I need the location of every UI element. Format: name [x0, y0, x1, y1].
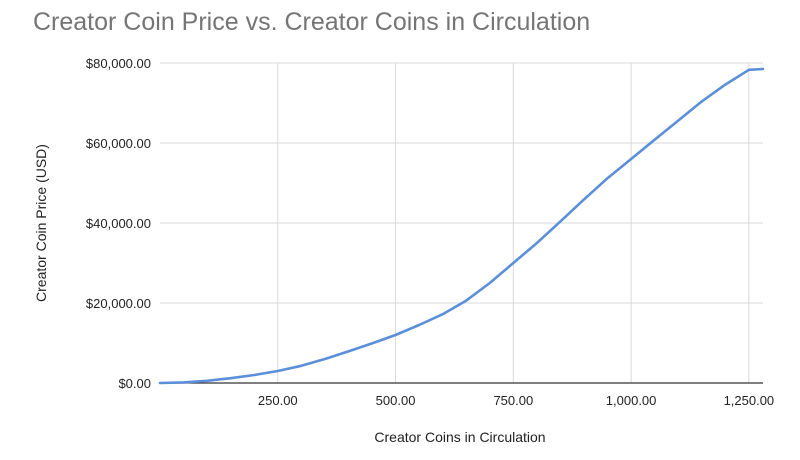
x-tick-label: 750.00 [493, 393, 533, 408]
y-tick-label: $20,000.00 [86, 296, 151, 311]
x-tick-label: 250.00 [258, 393, 298, 408]
y-tick-label: $40,000.00 [86, 216, 151, 231]
x-tick-label: 1,000.00 [606, 393, 657, 408]
y-tick-label: $0.00 [118, 376, 151, 391]
x-tick-label: 1,250.00 [724, 393, 775, 408]
gridlines [160, 62, 763, 383]
series-layer [158, 67, 765, 385]
y-axis-title: Creator Coin Price (USD) [33, 144, 49, 302]
series-line [158, 67, 765, 385]
chart-title: Creator Coin Price vs. Creator Coins in … [33, 8, 591, 36]
y-tick-label: $80,000.00 [86, 56, 151, 71]
x-axis-title: Creator Coins in Circulation [374, 429, 545, 445]
y-tick-label: $60,000.00 [86, 136, 151, 151]
tick-labels: $0.00 $20,000.00 $40,000.00 $60,000.00 $80,0… [86, 56, 774, 408]
x-tick-label: 500.00 [376, 393, 416, 408]
